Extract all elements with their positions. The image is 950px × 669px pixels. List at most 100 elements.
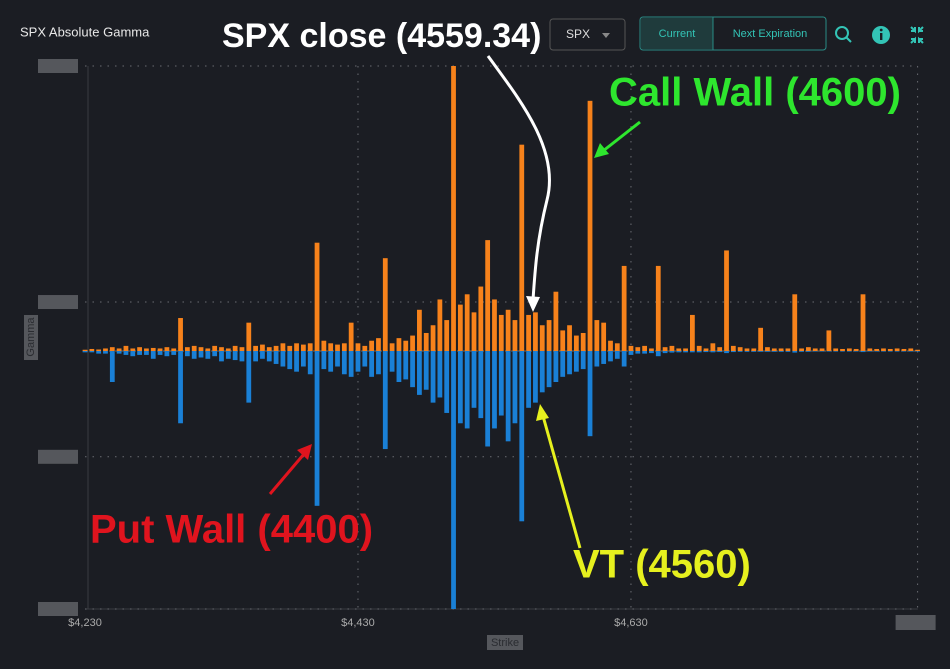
bar <box>498 351 504 416</box>
bar <box>724 351 729 354</box>
bar <box>157 351 163 355</box>
bar <box>560 330 566 352</box>
bar <box>533 312 538 352</box>
bar <box>430 325 436 352</box>
bar <box>144 351 149 355</box>
expand-icon[interactable] <box>910 26 924 44</box>
bar <box>246 351 252 403</box>
bar <box>655 351 661 357</box>
bar <box>171 351 177 355</box>
bar <box>116 348 122 352</box>
current-button-bg[interactable] <box>641 18 713 49</box>
bar <box>171 348 177 352</box>
ticker-dropdown[interactable] <box>549 18 626 51</box>
bar <box>771 351 777 352</box>
bar <box>239 351 245 362</box>
bar <box>232 345 238 352</box>
bar <box>696 351 702 353</box>
bar <box>765 347 770 352</box>
bar <box>355 351 361 372</box>
bar <box>253 345 259 352</box>
bar <box>614 343 620 352</box>
bar <box>464 351 470 429</box>
bar <box>703 351 709 353</box>
bar <box>471 351 477 408</box>
bar <box>860 351 866 353</box>
bar <box>212 351 218 357</box>
bar <box>819 351 825 352</box>
bar <box>846 351 852 352</box>
bar <box>280 343 286 352</box>
bar <box>608 340 613 352</box>
bar <box>642 351 648 354</box>
bar <box>505 309 511 352</box>
dropdown-caret <box>602 33 610 38</box>
bar <box>423 351 429 390</box>
bar <box>89 351 95 353</box>
bar <box>730 351 736 353</box>
bar <box>785 348 791 352</box>
bar <box>587 351 593 437</box>
bar <box>833 348 839 352</box>
arrowhead-vt <box>536 404 549 421</box>
bar <box>382 351 388 450</box>
bar <box>826 330 832 352</box>
bar <box>178 351 183 424</box>
bar <box>464 294 470 352</box>
bar <box>191 345 197 352</box>
bar <box>362 345 368 352</box>
bar <box>539 325 545 352</box>
bar <box>294 343 299 352</box>
bar <box>82 349 88 352</box>
bar <box>485 240 491 352</box>
bar <box>417 351 422 395</box>
bar <box>560 351 566 377</box>
bar <box>164 347 170 352</box>
search-icon[interactable] <box>835 26 852 43</box>
bar <box>123 345 129 352</box>
bar <box>471 312 477 352</box>
bar <box>389 343 395 352</box>
bar <box>191 351 197 359</box>
bar <box>512 351 518 424</box>
bar <box>533 351 538 403</box>
bar <box>328 343 334 352</box>
info-icon[interactable] <box>872 26 890 44</box>
y-tick-box <box>38 449 78 464</box>
bar <box>908 351 914 352</box>
bar <box>628 351 634 355</box>
bar <box>737 351 743 352</box>
bar <box>355 343 361 352</box>
bar <box>710 343 716 352</box>
bar <box>444 351 450 413</box>
bar <box>778 348 784 352</box>
bar <box>478 286 484 352</box>
bar <box>219 347 224 352</box>
bar <box>232 351 238 361</box>
bar <box>437 299 443 352</box>
arrowhead-put-wall <box>297 444 312 460</box>
y-tick-box <box>38 295 78 310</box>
bar <box>423 332 429 352</box>
bar <box>587 100 593 352</box>
arrow-spx-close <box>486 55 552 301</box>
bar <box>96 351 102 354</box>
annotations: SPX close (4559.34) Call Wall (4600) Put… <box>90 17 901 587</box>
bar <box>642 345 648 352</box>
bar <box>771 348 777 352</box>
current-button[interactable]: Current <box>659 28 696 40</box>
annotation-vt: VT (4560) <box>573 543 751 587</box>
bar <box>737 347 743 352</box>
bar <box>628 345 634 352</box>
bar <box>526 351 531 408</box>
bar <box>184 351 190 357</box>
bar <box>573 351 579 372</box>
bar <box>116 351 122 354</box>
bar <box>669 351 675 353</box>
bar <box>908 348 914 352</box>
bar <box>621 351 627 367</box>
bar <box>901 351 907 352</box>
ticker-label[interactable]: SPX <box>566 27 590 41</box>
bar <box>601 351 607 364</box>
next-expiration-button[interactable]: Next Expiration <box>733 28 808 40</box>
